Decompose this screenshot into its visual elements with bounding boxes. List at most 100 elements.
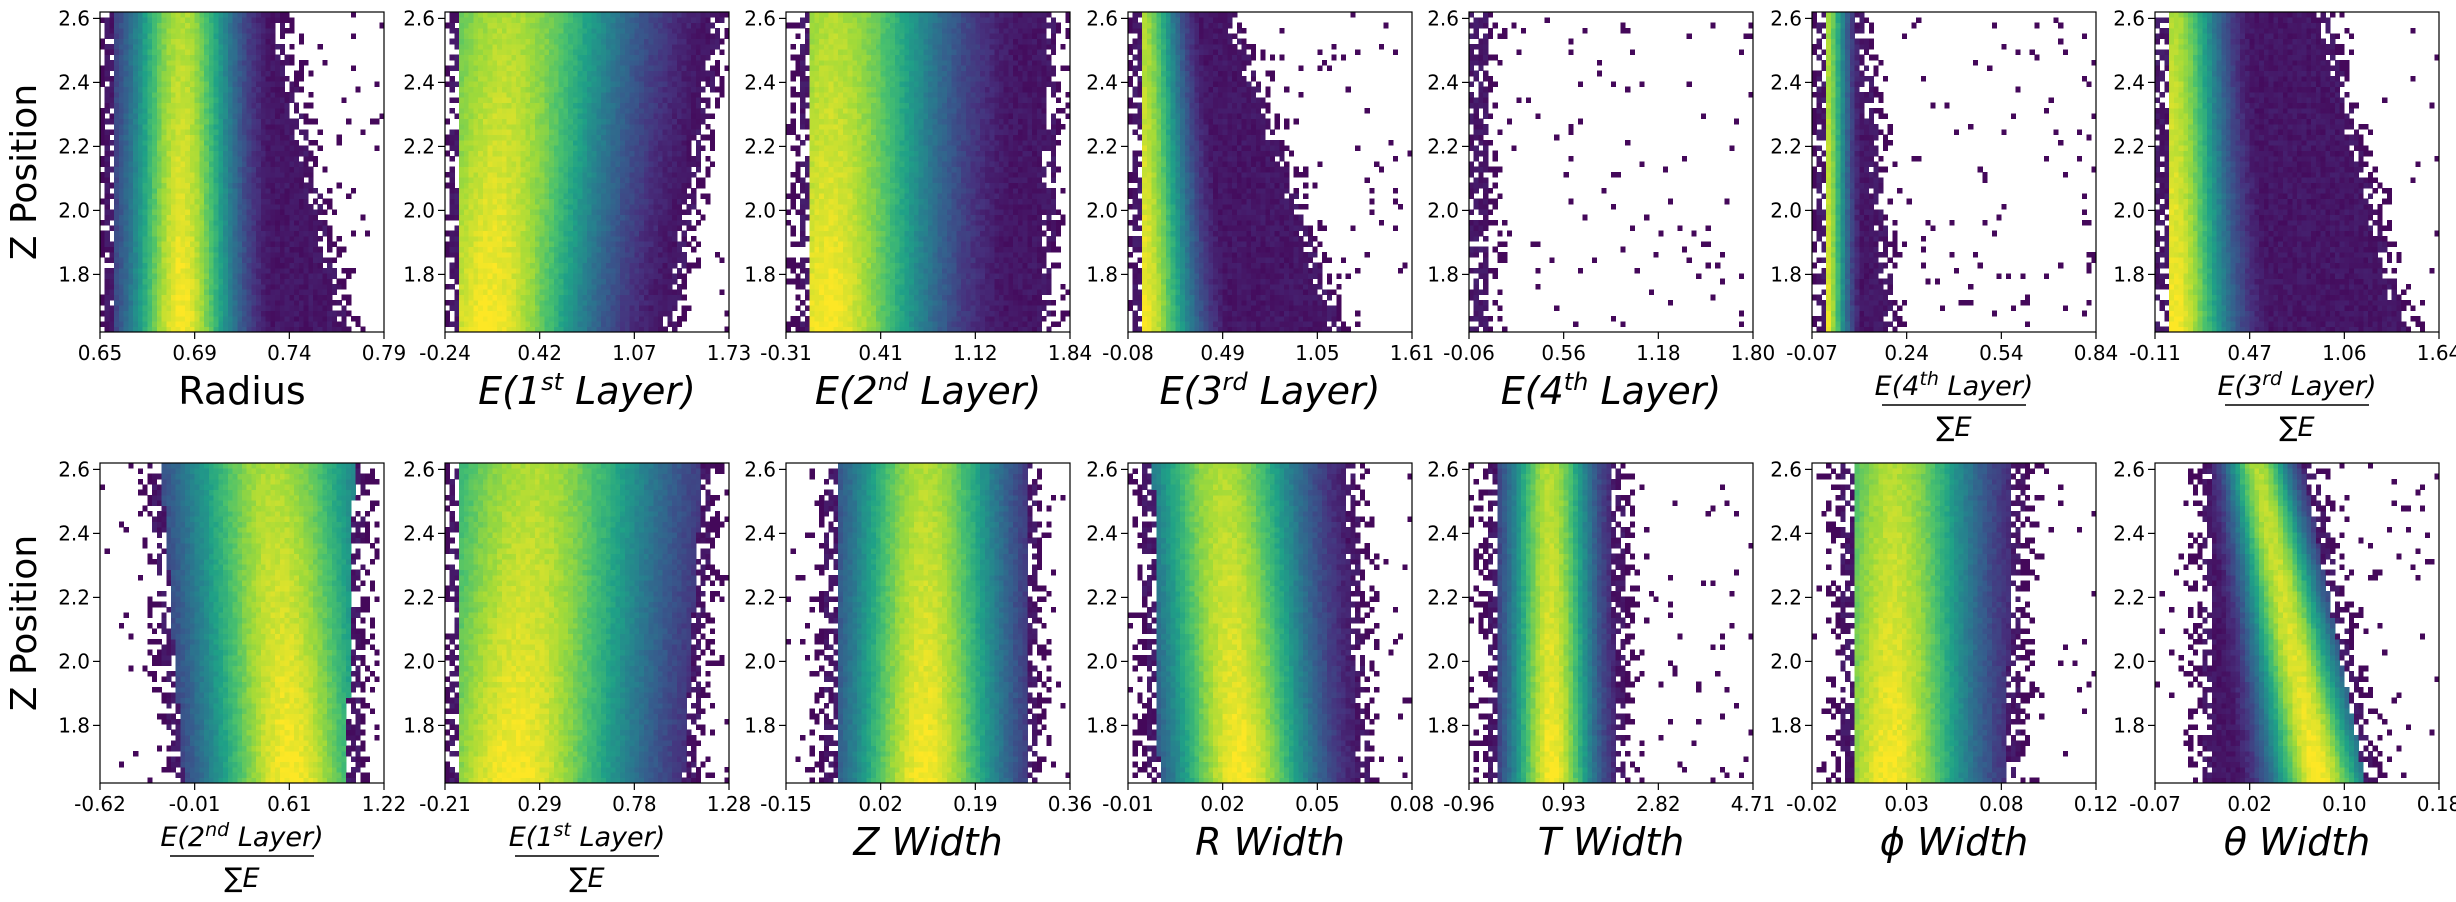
y-tick-label: 1.8 — [744, 262, 776, 286]
x-tick-label: 1.80 — [1731, 341, 1776, 365]
x-axis-label: E(2nd Layer) — [815, 368, 1041, 413]
x-tick-label: 0.10 — [2322, 792, 2367, 816]
heatmap-cells — [1469, 12, 1753, 332]
y-tick-label: 2.6 — [1427, 457, 1459, 481]
y-tick-label: 2.4 — [58, 521, 90, 545]
y-tick-label: 2.6 — [2113, 6, 2145, 30]
y-tick-label: 2.6 — [2113, 457, 2145, 481]
panel-r0-c2: -0.31 0.41 1.12 1.841.82.02.22.42.6E(2nd La… — [744, 6, 1092, 413]
x-tick-label: -0.62 — [74, 792, 126, 816]
y-tick-label: 2.6 — [403, 457, 435, 481]
panel-r1-c3: -0.01 0.02 0.05 0.081.82.02.22.42.6R Width — [1086, 457, 1434, 864]
y-tick-label: 2.2 — [744, 134, 776, 158]
x-axis-label-sup: st — [541, 368, 565, 396]
heatmap-cells — [1812, 463, 2096, 783]
x-axis-label-denominator: ∑E — [569, 863, 604, 894]
x-axis-label: ϕ Width — [1880, 820, 2028, 864]
x-tick-label: 0.41 — [858, 341, 903, 365]
y-tick-label: 1.8 — [1770, 713, 1802, 737]
heatmap-cells — [786, 463, 1070, 783]
y-tick-label: 1.8 — [403, 713, 435, 737]
y-axis-label: Z Position — [4, 84, 45, 260]
panel-r1-c1: -0.21 0.29 0.78 1.281.82.02.22.42.6E(1st La… — [403, 457, 751, 894]
y-tick-label: 1.8 — [403, 262, 435, 286]
y-tick-label: 2.2 — [2113, 134, 2145, 158]
x-axis-label-rest: Layer) — [563, 369, 696, 413]
x-tick-label: 0.08 — [1979, 792, 2024, 816]
y-tick-label: 2.2 — [2113, 585, 2145, 609]
x-axis-label-base: E(4 — [1501, 369, 1564, 413]
y-tick-label: 2.4 — [1770, 70, 1802, 94]
panel-r0-c4: -0.06 0.56 1.18 1.801.82.02.22.42.6E(4th La… — [1427, 6, 1775, 413]
x-tick-label: 0.93 — [1541, 792, 1586, 816]
y-tick-label: 2.0 — [1086, 649, 1118, 673]
heatmap-cells — [786, 12, 1070, 332]
x-tick-label: 1.28 — [707, 792, 752, 816]
x-tick-label: 0.42 — [517, 341, 562, 365]
x-tick-label: -0.07 — [2129, 792, 2181, 816]
y-tick-label: 1.8 — [1770, 262, 1802, 286]
y-tick-label: 2.4 — [1086, 521, 1118, 545]
heatmap-cells — [1812, 12, 2096, 332]
y-tick-label: 2.4 — [1427, 70, 1459, 94]
y-tick-label: 2.2 — [1086, 134, 1118, 158]
x-tick-label: -0.21 — [419, 792, 471, 816]
numerator-base: E(2 — [160, 822, 205, 853]
x-tick-label: 0.03 — [1884, 792, 1929, 816]
x-axis-label: E(1st Layer) — [478, 368, 696, 413]
x-tick-label: -0.07 — [1786, 341, 1838, 365]
y-tick-label: 2.2 — [744, 585, 776, 609]
numerator-rest: Layer) — [2282, 371, 2376, 402]
y-tick-label: 2.4 — [1427, 521, 1459, 545]
x-axis-label-rest: Layer) — [908, 369, 1041, 413]
y-tick-label: 2.4 — [2113, 70, 2145, 94]
x-tick-label: 0.18 — [2417, 792, 2456, 816]
numerator-sup: th — [1919, 368, 1939, 390]
panel-r0-c6: -0.11 0.47 1.06 1.641.82.02.22.42.6E(3rd La… — [2113, 6, 2456, 443]
y-tick-label: 2.0 — [58, 198, 90, 222]
panel-r1-c2: -0.15 0.02 0.19 0.361.82.02.22.42.6Z Width — [744, 457, 1092, 864]
x-tick-label: -0.01 — [1102, 792, 1154, 816]
x-axis-label-sup: rd — [1223, 368, 1249, 396]
y-tick-label: 2.6 — [1427, 6, 1459, 30]
panel-r1-c5: -0.02 0.03 0.08 0.121.82.02.22.42.6ϕ Width — [1770, 457, 2118, 864]
y-tick-label: 2.4 — [1086, 70, 1118, 94]
numerator-base: E(4 — [1875, 371, 1920, 402]
x-tick-label: -0.01 — [169, 792, 221, 816]
x-axis-label-denominator: ∑E — [2279, 412, 2314, 443]
x-tick-label: 0.56 — [1541, 341, 1586, 365]
y-tick-label: 2.2 — [1427, 585, 1459, 609]
y-tick-label: 2.0 — [58, 649, 90, 673]
y-tick-label: 2.0 — [2113, 198, 2145, 222]
y-tick-label: 2.0 — [1427, 649, 1459, 673]
y-tick-label: 2.4 — [58, 70, 90, 94]
x-tick-label: 0.19 — [953, 792, 998, 816]
y-tick-label: 2.4 — [403, 521, 435, 545]
panel-r1-c6: -0.07 0.02 0.10 0.181.82.02.22.42.6θ Width — [2113, 457, 2456, 864]
x-tick-label: -0.24 — [419, 341, 471, 365]
x-axis-label-numerator: E(3rd Layer) — [2217, 368, 2376, 402]
x-axis-label: Radius — [178, 369, 305, 413]
y-tick-label: 1.8 — [1427, 713, 1459, 737]
panel-r0-c5: -0.07 0.24 0.54 0.841.82.02.22.42.6E(4th La… — [1770, 6, 2118, 443]
heatmap-cells — [1128, 463, 1412, 783]
y-tick-label: 2.6 — [1770, 6, 1802, 30]
heatmap-cells — [445, 12, 729, 332]
x-tick-label: 0.02 — [858, 792, 903, 816]
y-tick-label: 2.6 — [1086, 6, 1118, 30]
y-tick-label: 1.8 — [58, 262, 90, 286]
y-tick-label: 1.8 — [744, 713, 776, 737]
y-tick-label: 2.2 — [403, 585, 435, 609]
x-tick-label: 1.73 — [707, 341, 752, 365]
y-tick-label: 2.2 — [58, 134, 90, 158]
y-tick-label: 2.0 — [1427, 198, 1459, 222]
x-tick-label: 0.08 — [1390, 792, 1435, 816]
x-tick-label: 0.12 — [2074, 792, 2119, 816]
x-axis-label-numerator: E(1st Layer) — [509, 819, 666, 853]
x-axis-label-denominator: ∑E — [224, 863, 259, 894]
x-tick-label: -0.11 — [2129, 341, 2181, 365]
x-tick-label: 0.24 — [1884, 341, 1929, 365]
y-tick-label: 2.0 — [403, 198, 435, 222]
panel-r0-c3: -0.08 0.49 1.05 1.611.82.02.22.42.6E(3rd La… — [1086, 6, 1434, 413]
y-tick-label: 2.2 — [1770, 134, 1802, 158]
